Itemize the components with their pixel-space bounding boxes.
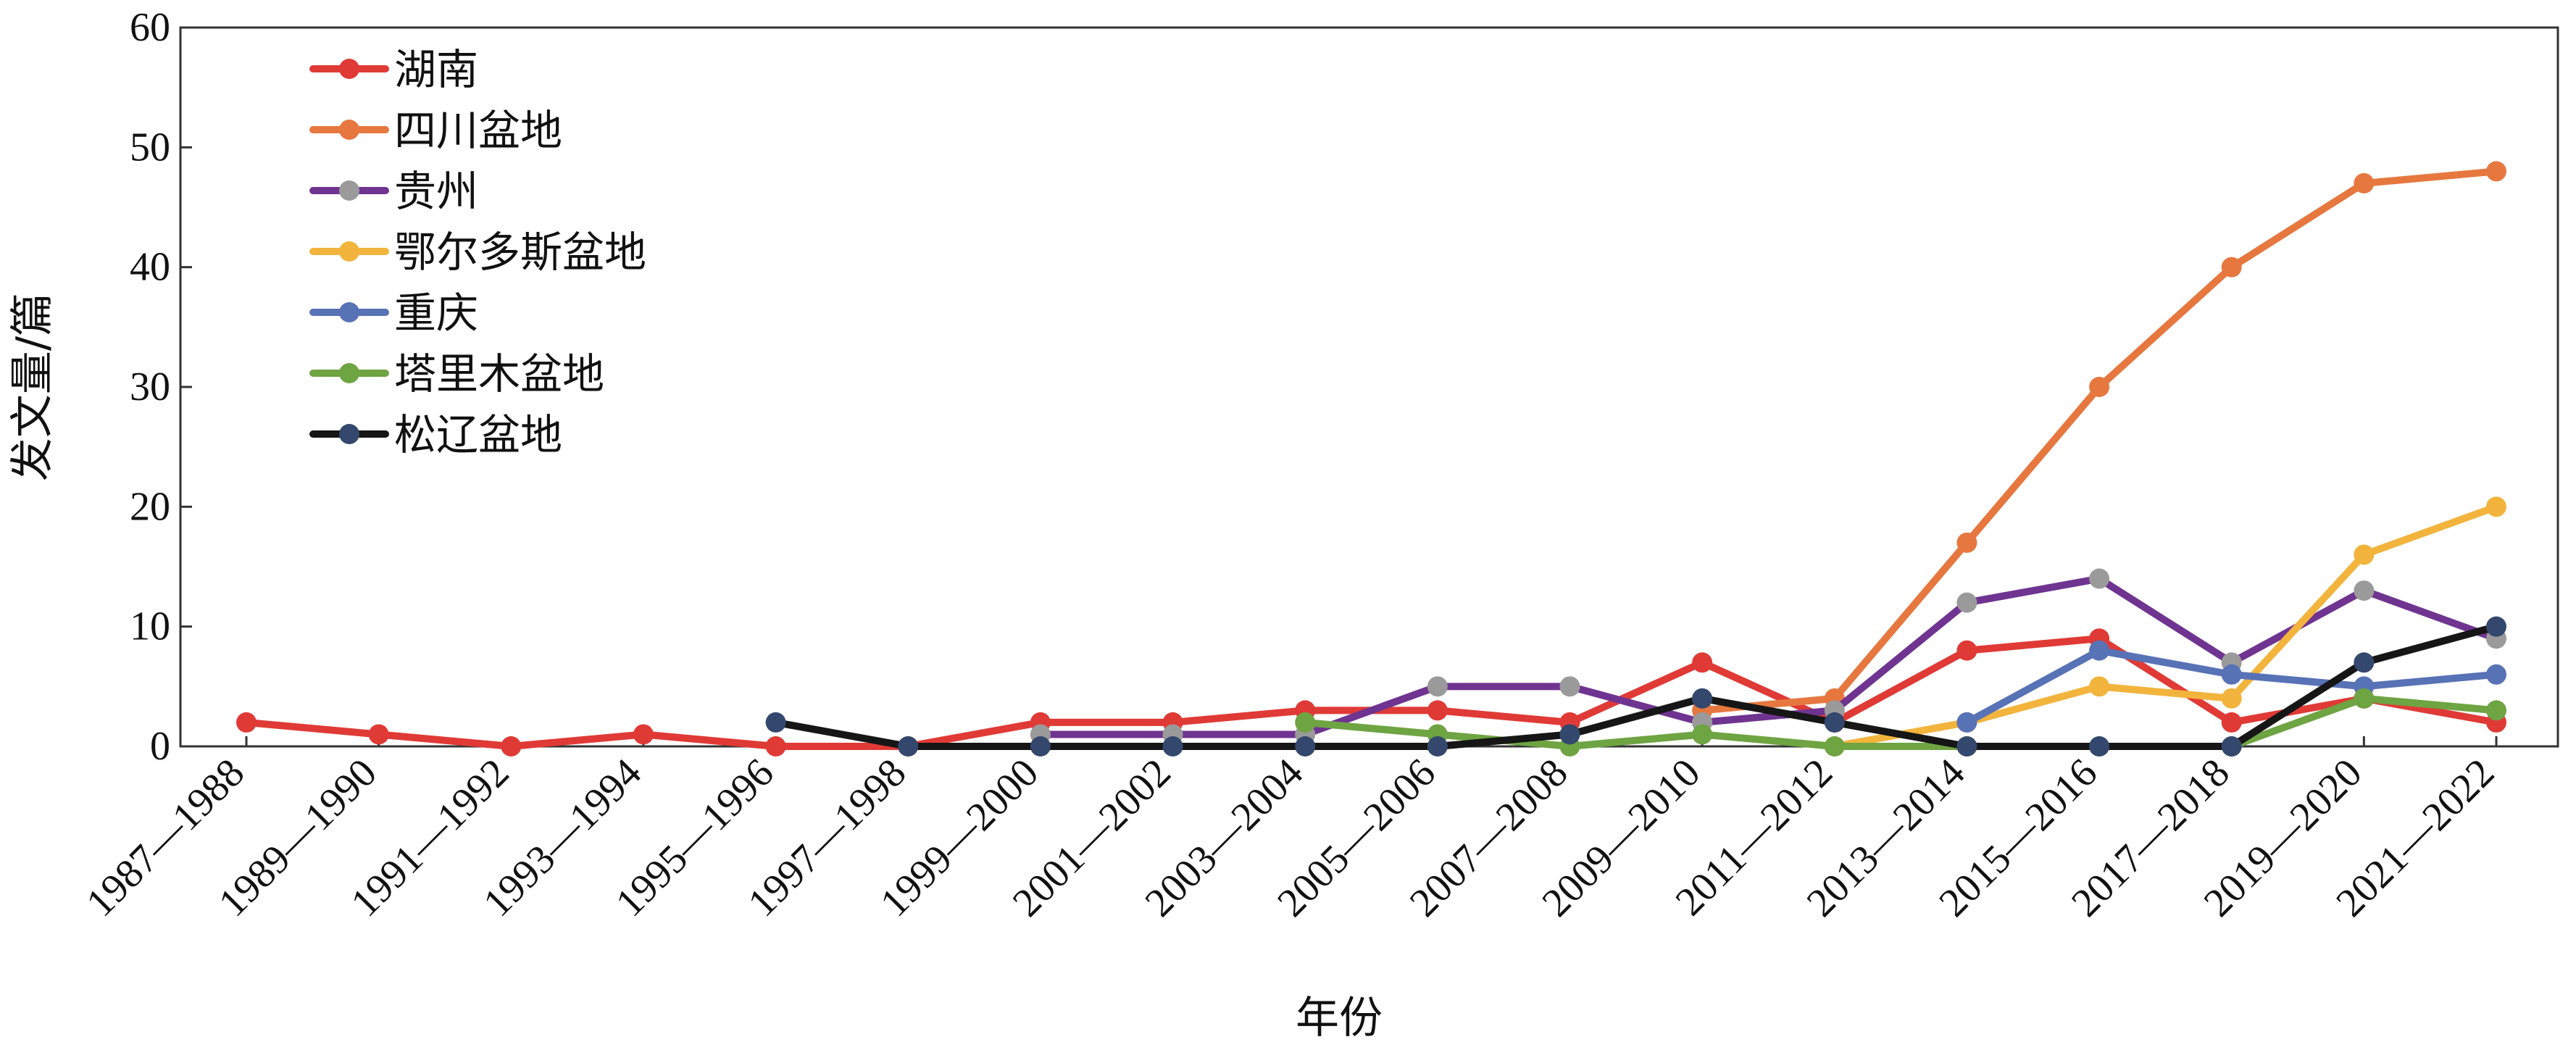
y-tick-label: 60 — [130, 5, 170, 50]
data-point — [2221, 712, 2242, 733]
data-point — [2354, 580, 2375, 601]
y-axis-title: 发文量/篇 — [7, 293, 58, 481]
legend-label: 四川盆地 — [394, 106, 562, 155]
series-layer — [236, 161, 2506, 757]
legend-item: 松辽盆地 — [309, 410, 562, 459]
data-point — [633, 724, 654, 745]
data-point — [2221, 736, 2242, 757]
legend-marker — [339, 424, 359, 444]
data-point — [1427, 676, 1448, 697]
data-point — [1692, 724, 1713, 745]
data-point — [1295, 736, 1316, 757]
legend-item: 四川盆地 — [309, 106, 562, 155]
legend-marker — [339, 180, 359, 201]
legend-marker — [339, 363, 359, 383]
data-point — [765, 712, 786, 733]
data-point — [2486, 616, 2506, 637]
data-point — [2089, 676, 2110, 697]
legend-item: 贵州 — [309, 167, 478, 216]
data-point — [2486, 700, 2506, 721]
legend-label: 贵州 — [394, 167, 478, 216]
data-point — [1956, 532, 1977, 553]
data-point — [1427, 700, 1448, 721]
y-tick-label: 0 — [150, 724, 170, 769]
legend-item: 重庆 — [309, 288, 478, 338]
legend-item: 塔里木盆地 — [309, 349, 604, 399]
series-line — [1036, 575, 2500, 738]
legend-label: 松辽盆地 — [394, 410, 562, 459]
data-point — [2089, 736, 2110, 757]
legend-label: 鄂尔多斯盆地 — [394, 228, 646, 277]
data-point — [1824, 736, 1845, 757]
data-point — [898, 736, 919, 757]
data-point — [2486, 664, 2506, 685]
legend-item: 鄂尔多斯盆地 — [309, 228, 646, 277]
data-point — [1427, 736, 1448, 757]
series-line — [772, 622, 2500, 750]
data-point — [2089, 377, 2110, 397]
y-tick-label: 30 — [130, 364, 170, 409]
data-point — [1692, 652, 1713, 673]
data-point — [1295, 712, 1316, 733]
data-point — [2221, 664, 2242, 685]
series-line — [1830, 503, 2500, 750]
data-point — [2354, 688, 2375, 709]
data-point — [1162, 736, 1183, 757]
x-axis-title: 年份 — [1296, 993, 1383, 1043]
data-point — [1824, 712, 1845, 733]
data-point — [501, 736, 522, 757]
data-point — [2354, 652, 2375, 673]
legend-label: 塔里木盆地 — [394, 349, 604, 399]
data-point — [1956, 736, 1977, 757]
data-point — [1692, 688, 1713, 709]
legend-label: 重庆 — [394, 288, 478, 338]
data-point — [368, 724, 389, 745]
data-point — [1956, 640, 1977, 661]
data-point — [2089, 568, 2110, 589]
data-point — [2354, 172, 2375, 193]
data-point — [2486, 496, 2506, 517]
data-point — [1030, 736, 1051, 757]
y-tick-label: 40 — [130, 245, 170, 290]
y-tick-label: 20 — [130, 484, 170, 529]
data-point — [2089, 640, 2110, 661]
data-point — [236, 712, 257, 733]
data-point — [2221, 257, 2242, 278]
y-tick-label: 10 — [130, 604, 170, 649]
legend-label: 湖南 — [394, 45, 478, 94]
data-point — [1956, 712, 1977, 733]
legend-marker — [339, 120, 359, 140]
data-point — [1559, 676, 1580, 697]
legend-marker — [339, 59, 359, 79]
data-point — [1956, 592, 1977, 613]
legend-marker — [339, 302, 359, 322]
data-point — [2354, 544, 2375, 565]
y-tick-label: 50 — [130, 125, 170, 170]
data-point — [765, 736, 786, 757]
legend-marker — [339, 241, 359, 262]
data-point — [2486, 161, 2506, 182]
series-7 — [765, 616, 2506, 757]
series-4 — [1824, 496, 2506, 757]
data-point — [1559, 724, 1580, 745]
legend-item: 湖南 — [309, 45, 478, 94]
data-point — [2221, 688, 2242, 709]
